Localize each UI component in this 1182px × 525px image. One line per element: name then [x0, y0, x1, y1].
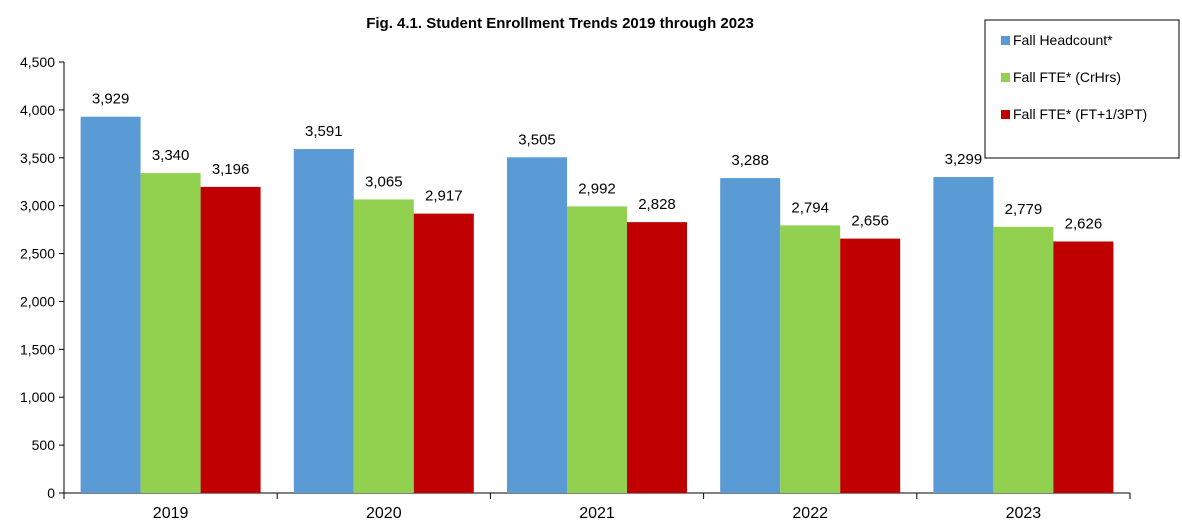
legend: Fall Headcount* Fall FTE* (CrHrs) Fall FTE… [984, 19, 1180, 159]
legend-label: Fall FTE* (FT+1/3PT) [1013, 106, 1147, 122]
data-labels-group: 3,929 3,340 3,196 3,591 3,065 2,917 3,505 2,992… [92, 91, 1102, 233]
data-label: 3,065 [365, 173, 403, 190]
data-label: 2,828 [638, 196, 676, 213]
data-label: 3,288 [731, 152, 769, 169]
y-tick-label: 1,500 [20, 341, 55, 357]
y-axis: 0 500 1,000 1,500 2,000 2,500 3,000 3,500 4,000 4… [20, 54, 65, 501]
y-tick-label: 2,000 [20, 293, 55, 309]
data-label: 3,299 [945, 151, 983, 168]
y-tick-label: 3,500 [20, 150, 55, 166]
x-tick-label: 2022 [792, 505, 828, 522]
legend-label: Fall FTE* (CrHrs) [1013, 69, 1121, 85]
bar-2023-series-1 [993, 226, 1054, 493]
bar-2019-series-1 [140, 173, 201, 493]
data-label: 3,929 [92, 91, 130, 108]
data-label: 3,196 [212, 161, 250, 178]
bar-2023-series-2 [1053, 241, 1114, 493]
bar-2022-series-1 [780, 225, 841, 493]
y-tick-label: 0 [47, 485, 55, 501]
data-label: 2,794 [791, 199, 829, 216]
bar-2021-series-0 [507, 157, 567, 493]
bar-2020-series-2 [413, 213, 474, 494]
chart-title: Fig. 4.1. Student Enrollment Trends 2019… [366, 15, 754, 32]
y-tick-label: 4,500 [20, 54, 55, 70]
legend-label: Fall Headcount* [1013, 32, 1113, 48]
y-tick-label: 1,000 [20, 389, 55, 405]
bars-group [80, 116, 1114, 494]
data-label: 2,917 [425, 188, 463, 205]
data-label: 3,591 [305, 123, 343, 140]
bar-2019-series-2 [200, 186, 261, 493]
data-label: 2,992 [578, 180, 616, 197]
y-tick-label: 2,500 [20, 246, 55, 262]
legend-swatch [1001, 36, 1010, 45]
legend-swatch [1001, 73, 1010, 82]
data-label: 2,779 [1005, 201, 1043, 218]
bar-2020-series-1 [353, 199, 414, 494]
data-label: 3,505 [518, 131, 556, 148]
data-label: 2,656 [851, 213, 889, 230]
data-label: 2,626 [1065, 215, 1103, 232]
y-tick-label: 4,000 [20, 102, 55, 118]
x-axis: 2019 2020 2021 2022 2023 [63, 492, 1131, 522]
y-tick-label: 500 [32, 437, 56, 453]
legend-swatch [1001, 110, 1010, 119]
x-tick-label: 2021 [579, 505, 615, 522]
bar-2021-series-1 [567, 206, 627, 493]
bar-2023-series-0 [933, 177, 994, 493]
x-tick-label: 2023 [1006, 505, 1042, 522]
x-tick-label: 2020 [366, 505, 402, 522]
bar-2020-series-0 [293, 149, 354, 493]
x-tick-label: 2019 [153, 505, 189, 522]
data-label: 3,340 [152, 147, 190, 164]
bar-2019-series-0 [80, 116, 141, 493]
bar-2022-series-0 [720, 178, 781, 493]
legend-box [984, 19, 1180, 159]
bar-2022-series-2 [840, 238, 901, 493]
y-tick-label: 3,000 [20, 198, 55, 214]
bar-2021-series-2 [627, 222, 687, 493]
